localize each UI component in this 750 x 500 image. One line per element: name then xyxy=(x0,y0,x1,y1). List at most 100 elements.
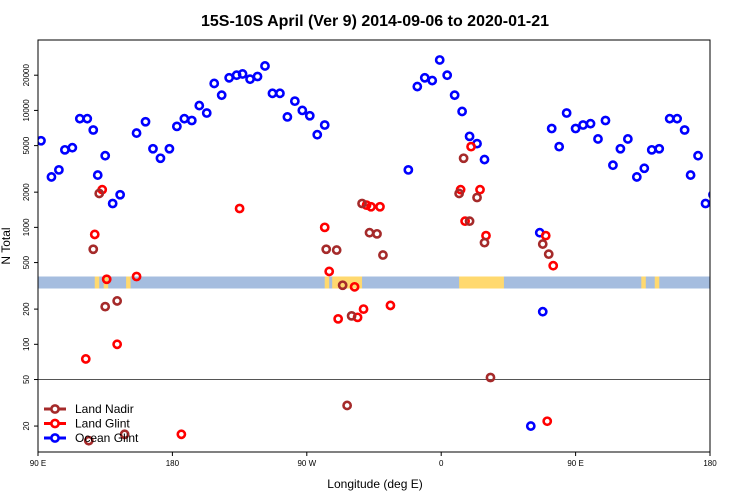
ocean-glint-point xyxy=(608,160,618,171)
y-tick-label: 100 xyxy=(22,337,31,351)
land-nadir-point xyxy=(119,429,130,440)
ocean-band xyxy=(38,276,710,289)
x-tick-label: 180 xyxy=(703,459,717,468)
land-glint-point xyxy=(475,184,485,195)
plot-frame xyxy=(37,39,711,453)
ocean-glint-point xyxy=(275,88,285,99)
land-band xyxy=(38,276,710,289)
land-nadir-point xyxy=(357,198,367,209)
land-nadir-point xyxy=(112,296,123,306)
land-glint-point xyxy=(466,141,476,152)
ocean-glint-point xyxy=(92,170,103,180)
ocean-glint-point xyxy=(179,113,190,124)
legend-ocean-glint-marker xyxy=(50,433,60,443)
ocean-glint-point xyxy=(107,198,118,209)
land-nadir-point xyxy=(331,245,342,255)
ocean-glint-point xyxy=(646,144,657,155)
land-segment xyxy=(654,276,660,289)
ocean-glint-point xyxy=(654,143,665,154)
y-axis: 20 50 100 200 500 1000 2000 5000 10000 20000 xyxy=(22,64,38,431)
ocean-glint-point xyxy=(631,172,642,182)
land-glint-point xyxy=(349,281,360,292)
land-glint-point xyxy=(131,271,142,282)
ocean-glint-point xyxy=(427,75,438,86)
ocean-glint-point xyxy=(442,70,453,81)
ocean-glint-point xyxy=(464,131,475,142)
ocean-glint-point xyxy=(537,306,548,317)
ocean-glint-point xyxy=(171,121,182,132)
x-tick-label: 90 E xyxy=(567,459,583,468)
land-glint-point xyxy=(80,354,91,364)
y-tick-label: 50 xyxy=(22,375,31,384)
ocean-glint-point xyxy=(82,113,93,124)
land-glint-point xyxy=(234,203,245,214)
ocean-glint-point xyxy=(312,129,323,140)
ocean-glint-point xyxy=(67,142,78,153)
ocean-glint-point xyxy=(289,96,300,107)
ocean-glint-point xyxy=(679,125,690,135)
x-tick-label: 90 W xyxy=(297,459,316,468)
ocean-glint-point xyxy=(546,123,557,134)
x-axis-label: Longitude (deg E) xyxy=(327,477,422,491)
ocean-glint-point xyxy=(708,190,710,199)
ocean-glint-point xyxy=(155,153,166,164)
y-tick-label: 200 xyxy=(22,302,31,316)
land-glint-point xyxy=(375,201,385,212)
land-nadir-point xyxy=(458,153,469,164)
ocean-glint-point xyxy=(403,164,414,175)
y-tick-label: 20000 xyxy=(22,64,31,87)
land-nadir-point xyxy=(321,244,332,255)
ocean-glint-point xyxy=(554,141,565,152)
ocean-glint-point xyxy=(570,123,581,134)
land-glint-point xyxy=(542,416,553,427)
ocean-glint-point xyxy=(419,72,430,83)
y-tick-label: 2000 xyxy=(22,183,31,201)
ocean-glint-point xyxy=(201,108,212,118)
ocean-glint-point xyxy=(561,108,572,118)
ocean-glint-point xyxy=(672,113,683,124)
ocean-glint-point xyxy=(457,106,468,117)
ocean-glint-point xyxy=(593,134,603,144)
ocean-glint-point xyxy=(685,170,696,180)
land-nadir-point xyxy=(342,400,353,411)
ocean-glint-point xyxy=(700,198,710,209)
land-nadir-point xyxy=(372,228,382,239)
land-nadir-point xyxy=(485,372,496,383)
ocean-glint-point xyxy=(304,110,315,121)
ocean-glint-point xyxy=(297,105,308,116)
ocean-glint-point xyxy=(224,72,235,83)
land-nadir-point xyxy=(346,310,357,321)
land-nadir-point xyxy=(94,188,105,199)
ocean-glint-point xyxy=(449,90,460,101)
y-tick-label: 20 xyxy=(22,421,31,430)
chart-title: 15S-10S April (Ver 9) 2014-09-06 to 2020… xyxy=(201,13,549,30)
ocean-glint-point xyxy=(664,113,675,124)
land-nadir-point xyxy=(472,192,482,203)
x-tick-label: 0 xyxy=(439,459,444,468)
ocean-glint-point xyxy=(209,78,220,89)
land-glint-point xyxy=(333,313,344,324)
legend-ocean-glint-label: Ocean Glint xyxy=(75,431,139,445)
land-nadir-point xyxy=(543,249,554,260)
legend-land-nadir-label: Land Nadir xyxy=(75,402,134,416)
x-axis: 90 E 180 90 W 0 90 E 180 xyxy=(30,452,717,468)
land-glint-point xyxy=(324,266,335,277)
land-segment xyxy=(641,276,646,289)
y-tick-label: 10000 xyxy=(22,99,31,122)
ocean-glint-point xyxy=(319,120,330,130)
land-glint-point xyxy=(176,429,187,440)
land-glint-point xyxy=(89,229,100,240)
ocean-glint-point xyxy=(267,88,278,99)
land-nadir-point xyxy=(479,237,490,248)
ocean-glint-point xyxy=(100,150,111,161)
land-glint-point xyxy=(101,274,112,285)
ocean-glint-point xyxy=(585,118,596,129)
ocean-glint-point xyxy=(216,90,227,101)
legend-land-nadir-marker xyxy=(50,404,60,414)
ocean-glint-point xyxy=(194,100,205,111)
x-tick-label: 90 E xyxy=(30,459,46,468)
y-tick-label: 5000 xyxy=(22,136,31,154)
land-nadir-point xyxy=(364,227,375,238)
ocean-glint-point xyxy=(237,69,248,79)
